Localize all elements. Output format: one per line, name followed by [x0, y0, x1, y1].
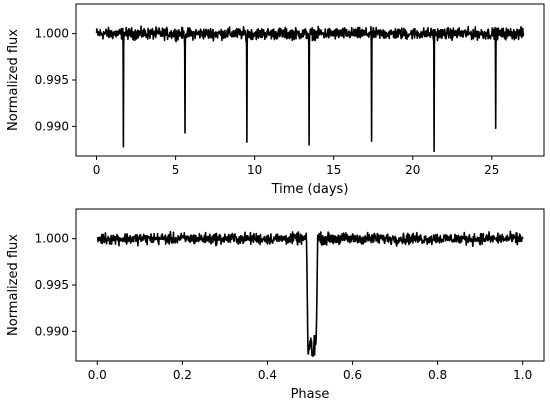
time-y-tick-label: 0.990 — [35, 119, 69, 133]
phase-y-tick-label: 0.995 — [35, 278, 69, 292]
time-flux-series — [95, 25, 525, 153]
phase-x-axis-label: Phase — [291, 387, 330, 402]
time-x-tick-label: 15 — [326, 163, 341, 177]
phase-x-tick-label: 0.0 — [88, 368, 107, 382]
phase-x-tick-label: 0.4 — [258, 368, 277, 382]
time-y-tick-label: 0.995 — [35, 73, 69, 87]
phase-x-tick-label: 0.8 — [428, 368, 447, 382]
phase-y-tick-label: 0.990 — [35, 324, 69, 338]
phase-x-tick-label: 1.0 — [513, 368, 532, 382]
time-x-tick-label: 25 — [484, 163, 499, 177]
phase-x-tick-label: 0.6 — [343, 368, 362, 382]
chart-panel-phase: 0.0 0.2 0.4 0.6 0.8 1.0 0.990 0.995 1.000 Phase No… — [6, 208, 545, 402]
time-y-tick-label: 1.000 — [35, 27, 69, 41]
chart-panel-time: 0 5 10 15 20 25 0.990 0.995 1.000 Time (days) Norm… — [6, 3, 545, 197]
phase-y-axis-label: Normalized flux — [6, 234, 21, 336]
time-x-tick-label: 5 — [172, 163, 180, 177]
phase-y-tick-label: 1.000 — [35, 232, 69, 246]
time-y-axis-label: Normalized flux — [6, 29, 21, 131]
phase-flux-series — [96, 230, 524, 357]
phase-x-tick-label: 0.2 — [173, 368, 192, 382]
time-x-tick-label: 20 — [405, 163, 420, 177]
time-x-tick-label: 10 — [247, 163, 262, 177]
time-x-axis-label: Time (days) — [271, 182, 349, 197]
time-x-tick-label: 0 — [93, 163, 101, 177]
